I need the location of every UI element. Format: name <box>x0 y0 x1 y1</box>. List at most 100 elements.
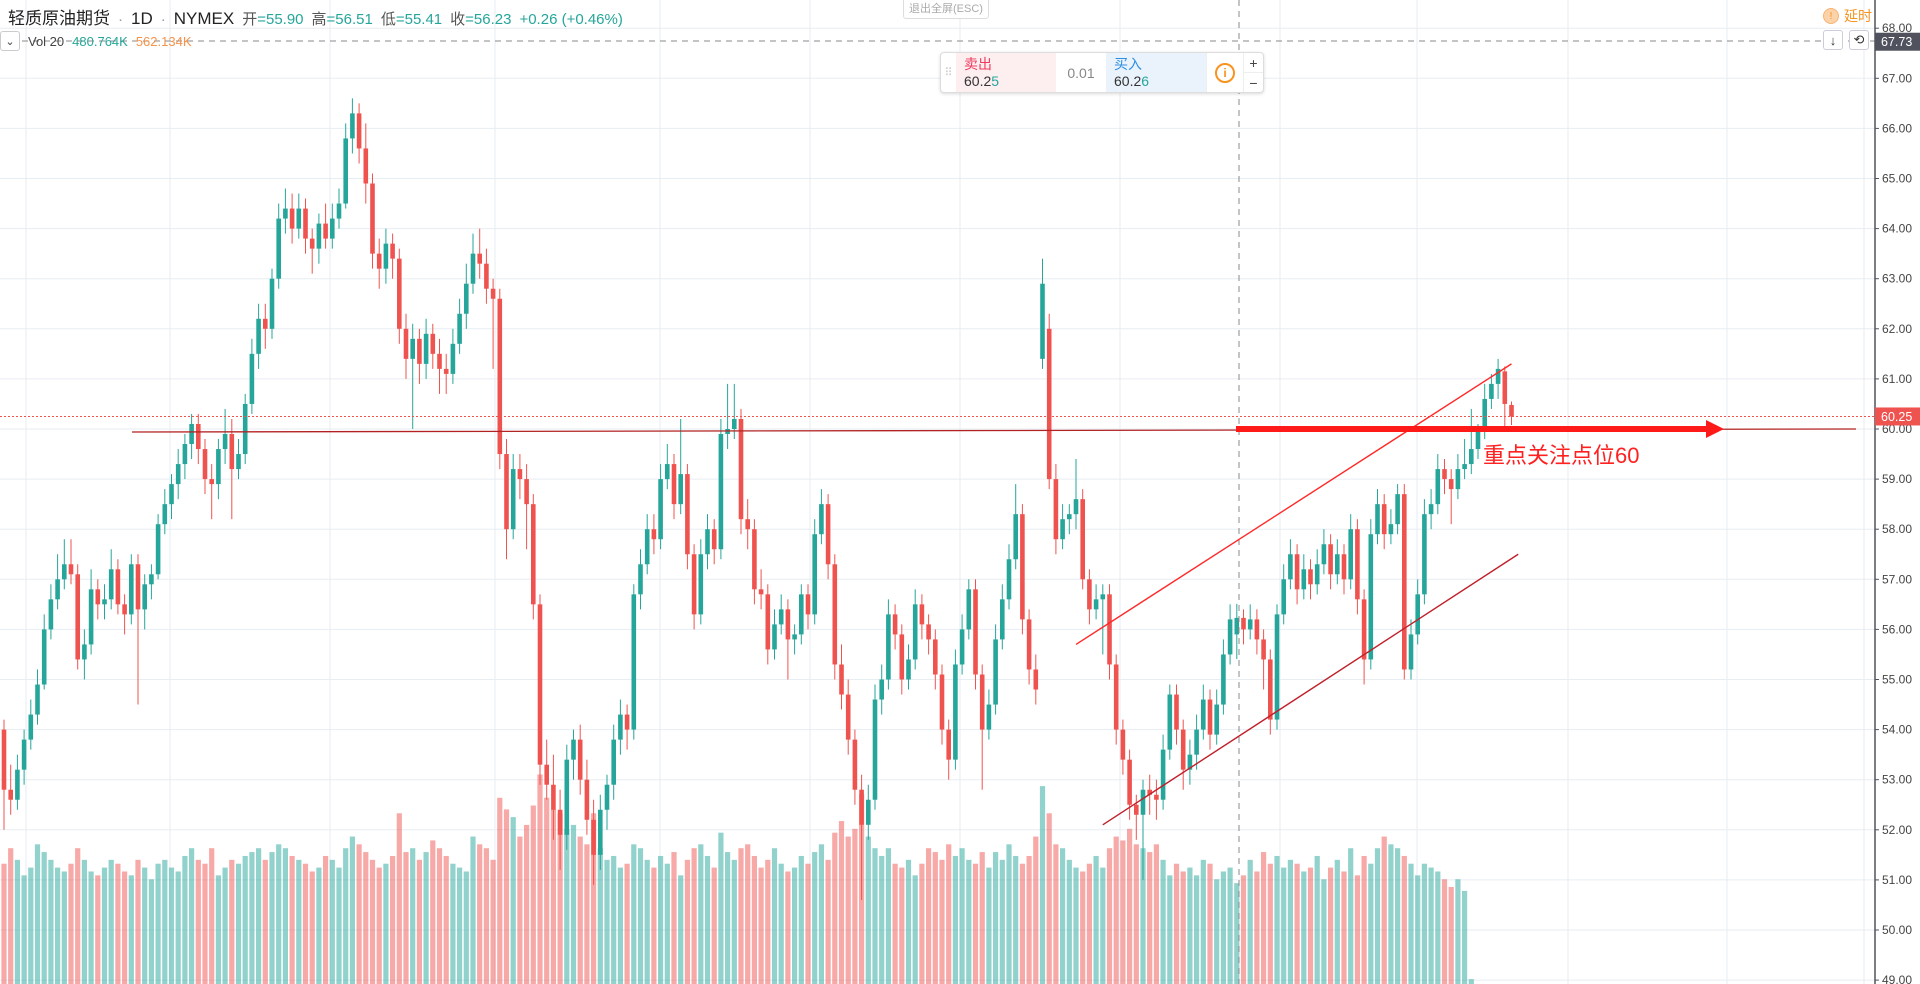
annotation-text[interactable]: 重点关注点位60 <box>1483 443 1640 468</box>
candle-body <box>1428 504 1434 515</box>
volume-bar <box>1267 863 1273 984</box>
chevron-down-icon[interactable]: ⌄ <box>0 31 20 51</box>
candle-body <box>933 639 938 675</box>
volume-bar <box>1120 840 1126 984</box>
plus-button[interactable]: + <box>1244 53 1263 73</box>
candle-body <box>497 298 503 455</box>
volume-bar <box>745 844 751 984</box>
minus-button[interactable]: − <box>1249 74 1258 91</box>
volume-bar <box>21 875 27 984</box>
candle-body <box>1087 579 1092 610</box>
volume-bar <box>1374 848 1381 984</box>
volume-bar <box>1153 844 1159 984</box>
axis-tick-label: 67.00 <box>1882 71 1912 85</box>
candle-body <box>1348 529 1353 580</box>
volume-bar <box>1039 786 1046 984</box>
candle-body <box>604 784 610 810</box>
volume-bar <box>55 867 61 984</box>
volume-bar <box>75 848 81 984</box>
interval[interactable]: 1D <box>131 9 153 28</box>
price-axis[interactable]: 68.00 67.00 66.00 65.00 64.00 63.00 62.00 61.00… <box>1874 0 1920 984</box>
candle-body <box>330 218 335 239</box>
change-value: +0.26 (+0.46%) <box>519 11 623 28</box>
candle-body <box>611 739 616 785</box>
volume-bar <box>865 836 871 984</box>
delay-badge[interactable]: ! 延时 <box>1823 6 1872 26</box>
drawings[interactable] <box>0 0 1875 984</box>
volume-bar <box>1307 867 1314 984</box>
volume-bar <box>1073 867 1079 984</box>
volume-bar <box>162 859 168 984</box>
volume-bar <box>544 797 550 984</box>
candle-body <box>1321 544 1327 565</box>
volume-bar <box>738 848 744 984</box>
candle-body <box>819 504 824 535</box>
buy-button[interactable]: 买入 60.26 <box>1106 53 1206 92</box>
volume-bar <box>1066 859 1072 984</box>
volume-bar <box>1361 855 1367 984</box>
volume-bar <box>711 867 717 984</box>
volume-label[interactable]: Vol 20 <box>28 33 65 49</box>
candle-body <box>1261 639 1266 660</box>
volume-bar <box>698 844 704 984</box>
volume-bar <box>704 855 711 984</box>
exit-fullscreen-tip[interactable]: 退出全屏(ESC) <box>903 0 989 19</box>
sell-label: 卖出 <box>964 56 992 72</box>
volume-bar <box>1448 887 1454 984</box>
volume-bar <box>128 875 134 984</box>
axis-tick-label: 52.00 <box>1882 823 1912 837</box>
drag-handle-icon[interactable]: ⠿ <box>944 67 953 79</box>
volume-bar <box>148 879 154 984</box>
volume-bar <box>215 875 221 984</box>
scroll-down-button[interactable]: ↓ <box>1823 30 1843 50</box>
axis-tick-label: 68.00 <box>1882 21 1912 35</box>
volume-bar <box>1060 848 1066 984</box>
candle-body <box>1180 729 1186 770</box>
candle-body <box>316 223 322 249</box>
low-value: =55.41 <box>395 11 443 28</box>
candle-body <box>209 479 214 485</box>
sell-button[interactable]: 卖出 60.25 <box>956 53 1056 92</box>
candle-body <box>1060 519 1065 540</box>
reset-chart-button[interactable]: ⟲ <box>1849 30 1869 50</box>
volume-bar <box>1200 859 1206 984</box>
candle-body <box>1020 514 1025 620</box>
arrow-icon <box>1236 420 1724 438</box>
volume-bar <box>1421 863 1427 984</box>
candle-body <box>430 333 436 354</box>
candle-body <box>296 208 302 229</box>
volume-bar <box>436 848 443 984</box>
volume-bar <box>617 867 623 984</box>
volume-bar <box>88 871 94 984</box>
volume-bar <box>1133 844 1139 984</box>
candle-body <box>879 679 884 700</box>
candle-body <box>1288 554 1293 580</box>
volume-bar <box>972 863 979 984</box>
volume-bar <box>798 855 804 984</box>
volume-bar <box>1455 879 1461 984</box>
candle-body <box>75 574 80 660</box>
candle-body <box>1227 619 1233 655</box>
candle-body <box>591 819 596 855</box>
candle-body <box>1381 504 1387 535</box>
volume-bar <box>778 863 784 984</box>
candle-body <box>966 589 972 630</box>
volume-bar <box>289 855 295 984</box>
volume-bar <box>1341 871 1347 984</box>
candle-body <box>149 574 154 585</box>
candle-body <box>1308 569 1313 585</box>
candle-body <box>946 729 951 760</box>
volume-bar <box>1086 863 1092 984</box>
volume-bar <box>1227 867 1233 984</box>
volume-bar <box>905 859 912 984</box>
candle-body <box>993 639 998 705</box>
symbol-name[interactable]: 轻质原油期货 <box>8 9 110 28</box>
info-button[interactable]: i <box>1206 53 1243 92</box>
candle-body <box>544 764 549 785</box>
volume-bar <box>457 867 463 984</box>
volume-bar <box>926 848 932 984</box>
volume-bar <box>416 859 422 984</box>
candle-body <box>363 148 369 184</box>
volume-bar <box>8 848 14 984</box>
